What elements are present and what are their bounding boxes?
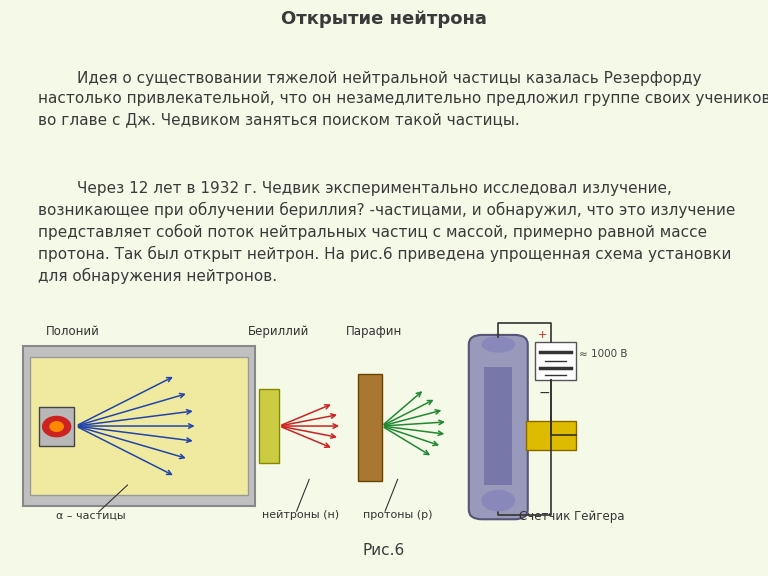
Bar — [526, 420, 577, 450]
Bar — [358, 374, 382, 481]
Bar — [535, 342, 576, 380]
Text: протоны (р): протоны (р) — [363, 510, 433, 520]
FancyBboxPatch shape — [468, 335, 528, 520]
Text: Полоний: Полоний — [46, 325, 100, 339]
Bar — [39, 407, 74, 446]
Text: ≈ 1000 В: ≈ 1000 В — [578, 348, 627, 359]
Bar — [259, 389, 280, 463]
Text: Через 12 лет в 1932 г. Чедвик экспериментально исследовал излучение,
возникающее: Через 12 лет в 1932 г. Чедвик эксперимен… — [38, 181, 736, 284]
Text: Бериллий: Бериллий — [247, 325, 309, 339]
Text: α – частицы: α – частицы — [56, 510, 125, 520]
Bar — [30, 357, 247, 495]
Text: Рис.6: Рис.6 — [362, 543, 406, 558]
Circle shape — [50, 422, 63, 431]
Ellipse shape — [482, 491, 515, 511]
Text: нейтроны (н): нейтроны (н) — [263, 510, 339, 520]
Bar — [23, 346, 255, 506]
Ellipse shape — [482, 337, 515, 352]
Bar — [485, 367, 512, 484]
Circle shape — [43, 416, 71, 437]
Text: −: − — [538, 386, 550, 400]
Text: Парафин: Парафин — [346, 325, 402, 339]
Text: Открытие нейтрона: Открытие нейтрона — [281, 10, 487, 28]
Text: Идея о существовании тяжелой нейтральной частицы казалась Резерфорду
настолько п: Идея о существовании тяжелой нейтральной… — [38, 71, 768, 127]
Text: Счетчик Гейгера: Счетчик Гейгера — [519, 510, 624, 524]
Text: +: + — [538, 330, 548, 340]
